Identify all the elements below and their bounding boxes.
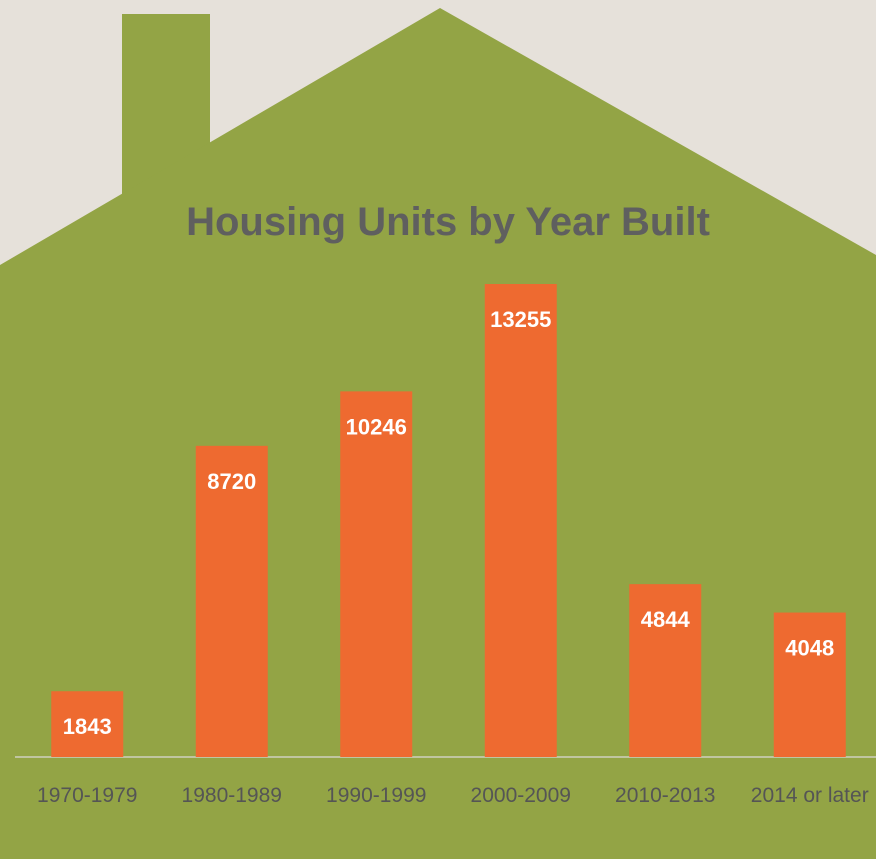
value-label: 4048 [785, 636, 834, 661]
chart-title: Housing Units by Year Built [186, 200, 710, 244]
value-label: 8720 [207, 469, 256, 494]
x-tick-label: 1970-1979 [37, 784, 138, 807]
bar [484, 284, 557, 757]
value-label: 4844 [641, 607, 691, 632]
x-tick-label: 2000-2009 [470, 784, 571, 807]
x-tick-label: 2014 or later [750, 784, 869, 807]
x-tick-label: 1990-1999 [326, 784, 427, 807]
bar [51, 691, 124, 757]
x-tick-label: 1980-1989 [181, 784, 282, 807]
x-tick-label: 2010-2013 [615, 784, 716, 807]
value-label: 10246 [346, 414, 407, 439]
bar [773, 612, 846, 757]
value-label: 1843 [63, 714, 112, 739]
bar [340, 391, 413, 757]
bar [195, 445, 268, 757]
bar [629, 584, 702, 757]
value-label: 13255 [490, 307, 551, 332]
